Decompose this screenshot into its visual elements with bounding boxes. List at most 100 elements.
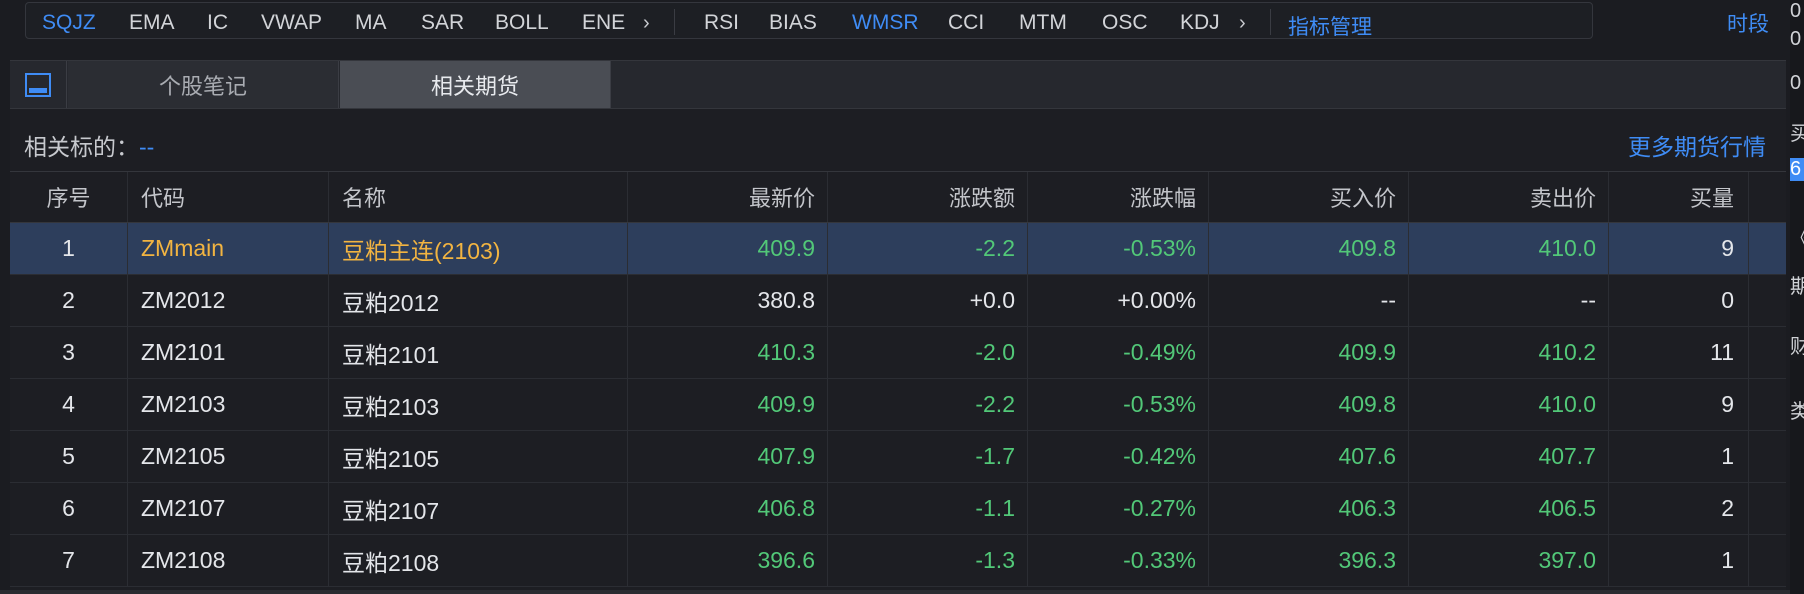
table-cell: ZM2012 bbox=[128, 275, 329, 326]
table-cell: 409.9 bbox=[628, 379, 828, 430]
table-cell: 0 bbox=[1609, 275, 1749, 326]
indicator-ema[interactable]: EMA bbox=[129, 11, 175, 34]
chevron-right-icon[interactable]: › bbox=[1239, 12, 1246, 34]
related-value: -- bbox=[139, 134, 155, 160]
indicator-bias[interactable]: BIAS bbox=[769, 11, 817, 34]
table-cell: -0.42% bbox=[1028, 431, 1209, 482]
indicator-group: SQJZ EMA IC VWAP MA SAR BOLL ENE › RSI B… bbox=[25, 2, 1593, 39]
table-cell: 7 bbox=[10, 535, 128, 586]
table-row[interactable]: 5 ZM2105 豆粕2105 407.9 -1.7 -0.42% 407.6 407.7 1 bbox=[10, 431, 1786, 483]
table-cell: 1 bbox=[10, 223, 128, 274]
table-cell: -0.49% bbox=[1028, 327, 1209, 378]
table-cell: ZM2107 bbox=[128, 483, 329, 534]
related-info-bar: 相关标的：-- 更多期货行情 bbox=[10, 109, 1786, 171]
table-cell: 380.8 bbox=[628, 275, 828, 326]
indicator-mtm[interactable]: MTM bbox=[1019, 11, 1067, 34]
table-cell: 410.2 bbox=[1409, 327, 1609, 378]
table-cell: 409.8 bbox=[1209, 379, 1409, 430]
table-cell: 9 bbox=[1609, 223, 1749, 274]
table-row[interactable]: 3 ZM2101 豆粕2101 410.3 -2.0 -0.49% 409.9 410.2 11 bbox=[10, 327, 1786, 379]
column-header[interactable]: 序号 bbox=[10, 172, 128, 222]
table-cell: 豆粕2105 bbox=[329, 431, 628, 482]
indicator-boll[interactable]: BOLL bbox=[495, 11, 549, 34]
table-cell: 9 bbox=[1609, 379, 1749, 430]
table-cell: 豆粕2103 bbox=[329, 379, 628, 430]
table-cell: 豆粕2012 bbox=[329, 275, 628, 326]
table-cell: 5 bbox=[10, 431, 128, 482]
table-cell: 396.6 bbox=[628, 535, 828, 586]
table-row[interactable]: 6 ZM2107 豆粕2107 406.8 -1.1 -0.27% 406.3 406.5 2 bbox=[10, 483, 1786, 535]
table-cell: 4 bbox=[10, 379, 128, 430]
table-cell: +0.00% bbox=[1028, 275, 1209, 326]
horizontal-scrollbar[interactable] bbox=[0, 590, 1790, 594]
table-cell: 410.0 bbox=[1409, 223, 1609, 274]
column-header[interactable]: 最新价 bbox=[628, 172, 828, 222]
table-cell: -- bbox=[1409, 275, 1609, 326]
indicator-wmsr[interactable]: WMSR bbox=[852, 11, 919, 34]
indicator-ma[interactable]: MA bbox=[355, 11, 387, 34]
column-header[interactable]: 涨跌幅 bbox=[1028, 172, 1209, 222]
table-cell: 410.0 bbox=[1409, 379, 1609, 430]
table-cell: -0.53% bbox=[1028, 379, 1209, 430]
chevron-right-icon[interactable]: › bbox=[643, 12, 650, 34]
indicator-cci[interactable]: CCI bbox=[948, 11, 985, 34]
column-header[interactable]: 买量 bbox=[1609, 172, 1749, 222]
table-cell: -2.0 bbox=[828, 327, 1028, 378]
indicator-osc[interactable]: OSC bbox=[1102, 11, 1148, 34]
indicator-manage-button[interactable]: 指标管理 bbox=[1288, 16, 1372, 39]
table-cell: 410.3 bbox=[628, 327, 828, 378]
table-cell: ZM2101 bbox=[128, 327, 329, 378]
table-row[interactable]: 1 ZMmain 豆粕主连(2103) 409.9 -2.2 -0.53% 409.8 410… bbox=[10, 223, 1786, 275]
table-cell: 2 bbox=[1609, 483, 1749, 534]
table-row[interactable]: 2 ZM2012 豆粕2012 380.8 +0.0 +0.00% -- -- 0 bbox=[10, 275, 1786, 327]
table-cell: 406.3 bbox=[1209, 483, 1409, 534]
table-cell: ZMmain bbox=[128, 223, 329, 274]
edge-text: 0 bbox=[1790, 0, 1802, 22]
tab-related-futures[interactable]: 相关期货 bbox=[340, 61, 611, 108]
indicator-ene[interactable]: ENE bbox=[582, 11, 626, 34]
indicator-kdj[interactable]: KDJ bbox=[1180, 11, 1220, 34]
time-segment-button[interactable]: 时段 bbox=[1727, 13, 1769, 36]
table-cell: 409.8 bbox=[1209, 223, 1409, 274]
indicator-sar[interactable]: SAR bbox=[421, 11, 465, 34]
edge-text: 0 bbox=[1790, 28, 1802, 50]
edge-text: 期 bbox=[1790, 276, 1804, 298]
edge-text: 类 bbox=[1790, 401, 1804, 423]
panel-toggle-icon[interactable] bbox=[10, 61, 67, 108]
futures-table: 序号 代码 名称 最新价 涨跌额 涨跌幅 买入价 卖出价 买量 1 ZMmain 豆… bbox=[10, 171, 1786, 587]
indicator-rsi[interactable]: RSI bbox=[704, 11, 740, 34]
table-cell: 11 bbox=[1609, 327, 1749, 378]
table-cell: 豆粕2107 bbox=[329, 483, 628, 534]
table-cell: -0.27% bbox=[1028, 483, 1209, 534]
right-edge-panel: 0 0 0 买 6 《 期 财 类 bbox=[1790, 0, 1804, 594]
table-cell: 396.3 bbox=[1209, 535, 1409, 586]
table-cell: -1.7 bbox=[828, 431, 1028, 482]
table-cell: 409.9 bbox=[1209, 327, 1409, 378]
indicator-vwap[interactable]: VWAP bbox=[261, 11, 323, 34]
column-header[interactable]: 涨跌额 bbox=[828, 172, 1028, 222]
tab-stock-notes[interactable]: 个股笔记 bbox=[68, 61, 339, 108]
indicator-ic[interactable]: IC bbox=[207, 11, 228, 34]
table-cell: 406.5 bbox=[1409, 483, 1609, 534]
table-cell: -- bbox=[1209, 275, 1409, 326]
edge-text: 《 bbox=[1790, 222, 1804, 251]
table-cell: -0.33% bbox=[1028, 535, 1209, 586]
indicator-toolbar: SQJZ EMA IC VWAP MA SAR BOLL ENE › RSI B… bbox=[0, 0, 1804, 42]
column-header[interactable]: 买入价 bbox=[1209, 172, 1409, 222]
table-cell: 1 bbox=[1609, 535, 1749, 586]
table-cell: 406.8 bbox=[628, 483, 828, 534]
more-futures-link[interactable]: 更多期货行情 bbox=[1628, 134, 1766, 160]
table-row[interactable]: 4 ZM2103 豆粕2103 409.9 -2.2 -0.53% 409.8 410.0 9 bbox=[10, 379, 1786, 431]
divider bbox=[674, 9, 675, 35]
indicator-sqjz[interactable]: SQJZ bbox=[42, 11, 96, 34]
table-cell: -0.53% bbox=[1028, 223, 1209, 274]
table-cell: 407.7 bbox=[1409, 431, 1609, 482]
column-header[interactable]: 名称 bbox=[329, 172, 628, 222]
table-cell: 3 bbox=[10, 327, 128, 378]
table-row[interactable]: 7 ZM2108 豆粕2108 396.6 -1.3 -0.33% 396.3 397.0 1 bbox=[10, 535, 1786, 587]
table-cell: 1 bbox=[1609, 431, 1749, 482]
column-header[interactable]: 代码 bbox=[128, 172, 329, 222]
column-header[interactable]: 卖出价 bbox=[1409, 172, 1609, 222]
edge-text: 买 bbox=[1790, 123, 1804, 145]
table-cell: +0.0 bbox=[828, 275, 1028, 326]
